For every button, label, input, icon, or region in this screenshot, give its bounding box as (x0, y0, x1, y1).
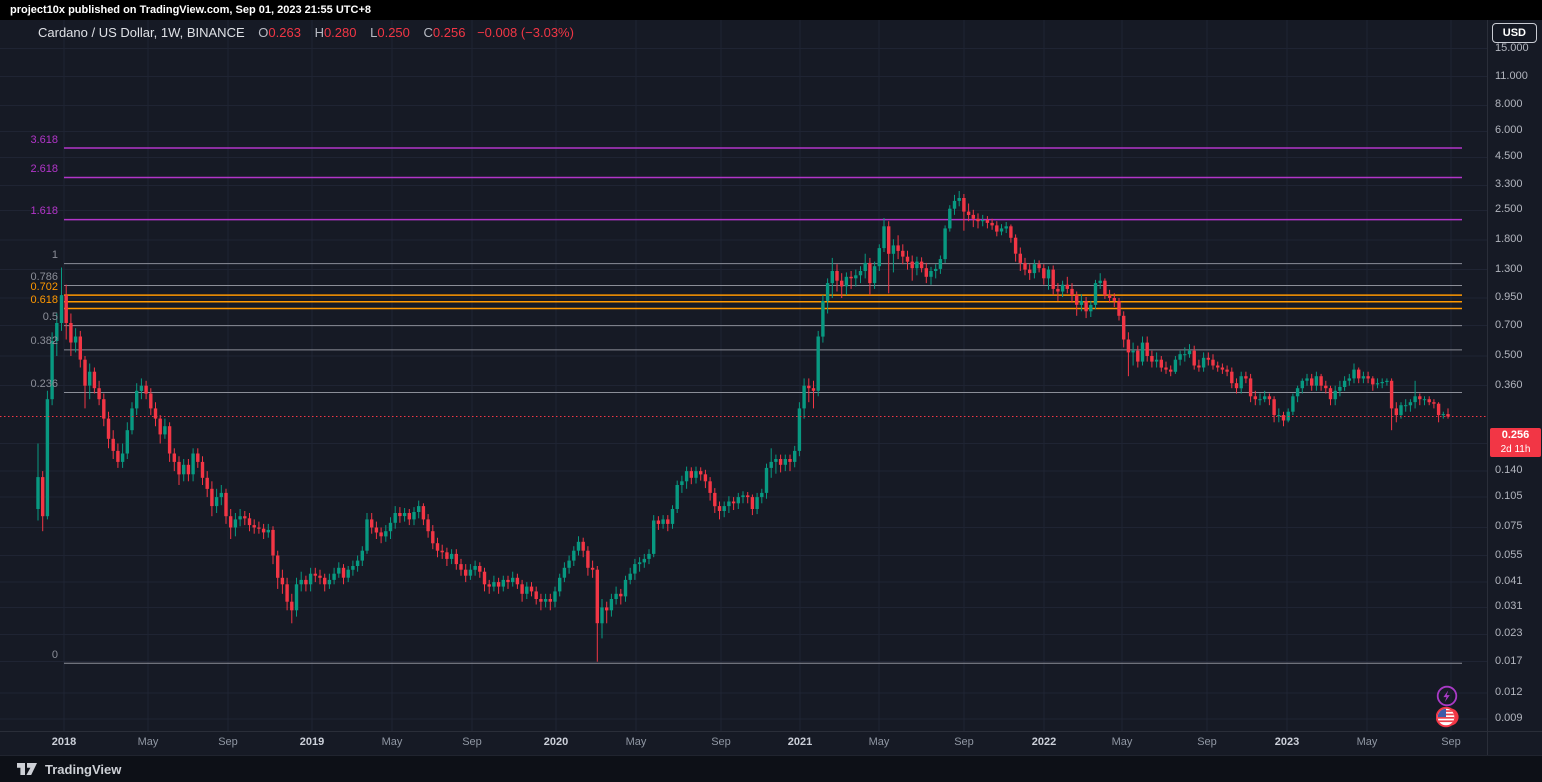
time-tick: Sep (1197, 736, 1217, 748)
time-tick: May (868, 736, 890, 748)
price-tick: 0.055 (1495, 549, 1523, 561)
current-price-value: 0.256 (1501, 429, 1530, 441)
symbol-legend: Cardano / US Dollar, 1W, BINANCE O0.263 … (38, 25, 574, 40)
price-tick: 0.031 (1495, 600, 1523, 612)
low-label: L (370, 25, 378, 40)
high-value: 0.280 (323, 25, 357, 40)
open-value: 0.263 (268, 25, 301, 40)
price-tick: 0.023 (1495, 627, 1523, 639)
time-scale[interactable]: 2018 May Sep 2019 May Sep 2020 May Sep 2021 May Sep… (0, 731, 1542, 756)
time-tick: 2018 (51, 736, 77, 748)
price-tick: 1.300 (1495, 263, 1523, 275)
tradingview-logo-icon[interactable] (16, 761, 38, 777)
price-tick: 2.500 (1495, 203, 1523, 215)
time-tick: 2019 (299, 736, 325, 748)
open-label: O (258, 25, 269, 40)
price-tick: 0.950 (1495, 291, 1523, 303)
floating-buttons (1436, 685, 1460, 728)
bar-countdown: 2d 11h (1500, 444, 1531, 455)
price-tick: 0.017 (1495, 655, 1523, 667)
currency-toggle-button[interactable]: USD (1491, 23, 1537, 43)
time-tick: Sep (462, 736, 482, 748)
price-tick: 4.500 (1495, 150, 1523, 162)
symbol-title: Cardano / US Dollar, 1W, BINANCE (38, 25, 245, 40)
time-tick: Sep (1441, 736, 1461, 748)
close-label: C (423, 25, 433, 40)
price-tick: 0.500 (1495, 349, 1523, 361)
time-tick: May (1356, 736, 1378, 748)
price-tick: 15.000 (1495, 42, 1529, 54)
time-tick: 2023 (1274, 736, 1300, 748)
close-value: 0.256 (432, 25, 466, 40)
time-tick: 2020 (543, 736, 569, 748)
price-tick: 0.009 (1495, 712, 1523, 724)
tradingview-brand[interactable]: TradingView (45, 761, 122, 777)
boost-lightning-icon[interactable] (1436, 685, 1458, 707)
price-tick: 3.300 (1495, 178, 1523, 190)
time-tick: May (625, 736, 647, 748)
current-price-badge: 0.256 2d 11h (1490, 428, 1541, 457)
price-tick: 0.012 (1495, 686, 1523, 698)
price-tick: 0.075 (1495, 520, 1523, 532)
time-tick: May (381, 736, 403, 748)
publish-banner-text: project10x published on TradingView.com,… (10, 4, 371, 16)
price-tick: 0.041 (1495, 575, 1523, 587)
price-tick: 8.000 (1495, 98, 1523, 110)
time-tick: Sep (954, 736, 974, 748)
time-tick: May (137, 736, 159, 748)
price-tick: 0.105 (1495, 490, 1523, 502)
publish-banner: project10x published on TradingView.com,… (0, 0, 1542, 20)
price-scale[interactable]: 15.000 11.000 8.000 6.000 4.500 3.300 2.500 1.8… (1487, 20, 1542, 755)
time-tick: Sep (711, 736, 731, 748)
high-label: H (314, 25, 324, 40)
time-tick: May (1111, 736, 1133, 748)
low-value: 0.250 (377, 25, 410, 40)
price-tick: 0.700 (1495, 319, 1523, 331)
price-tick: 6.000 (1495, 124, 1523, 136)
time-tick: 2022 (1031, 736, 1057, 748)
change-value: −0.008 (−3.03%) (477, 25, 574, 40)
price-tick: 11.000 (1495, 70, 1528, 82)
usd-flag-coin-icon[interactable] (1436, 706, 1460, 728)
attribution-bar: TradingView (0, 756, 1542, 782)
time-tick: 2021 (787, 736, 813, 748)
price-tick: 1.800 (1495, 233, 1523, 245)
price-tick: 0.360 (1495, 379, 1523, 391)
time-tick: Sep (218, 736, 238, 748)
price-tick: 0.140 (1495, 464, 1523, 476)
